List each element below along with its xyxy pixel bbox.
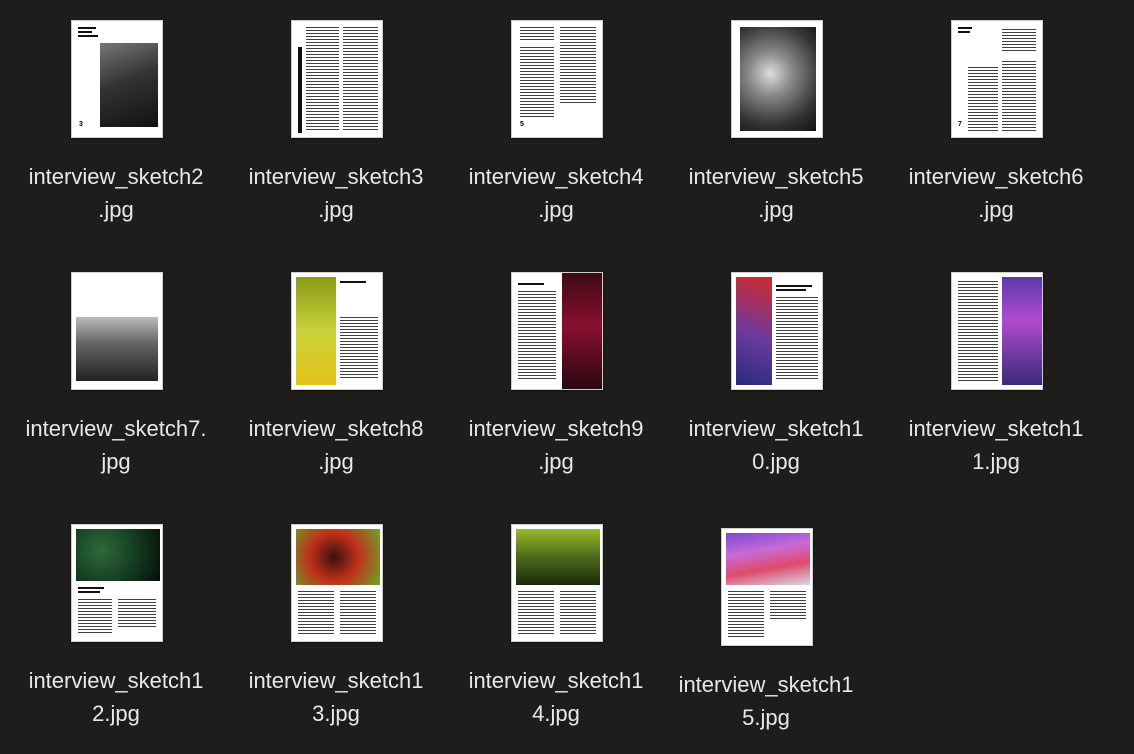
file-thumbnail[interactable]	[291, 20, 383, 138]
file-name[interactable]: interview_sketch1 3.jpg	[248, 668, 424, 726]
file-item[interactable]: 7 interview_sketch6 .jpg	[891, 20, 1101, 250]
file-item[interactable]: 3 interview_sketch2 .jpg	[11, 20, 221, 250]
file-thumbnail[interactable]	[731, 20, 823, 138]
file-name[interactable]: interview_sketch7. jpg	[25, 416, 207, 474]
file-item[interactable]: interview_sketch1 3.jpg	[231, 524, 441, 754]
file-name[interactable]: interview_sketch1 2.jpg	[28, 668, 204, 726]
file-thumbnail[interactable]	[731, 272, 823, 390]
file-name[interactable]: interview_sketch1 1.jpg	[908, 416, 1084, 474]
file-thumbnail[interactable]: 3	[71, 20, 163, 138]
file-item[interactable]: interview_sketch3 .jpg	[231, 20, 441, 250]
file-item[interactable]: interview_sketch8 .jpg	[231, 272, 441, 502]
file-thumbnail[interactable]	[511, 524, 603, 642]
file-name[interactable]: interview_sketch1 0.jpg	[688, 416, 864, 474]
file-item[interactable]: 5 interview_sketch4 .jpg	[451, 20, 661, 250]
page-number: 7	[958, 121, 962, 128]
file-item[interactable]: interview_sketch1 5.jpg	[661, 528, 871, 754]
file-thumbnail[interactable]	[511, 272, 603, 390]
file-name[interactable]: interview_sketch3 .jpg	[248, 164, 424, 222]
file-name[interactable]: interview_sketch8 .jpg	[248, 416, 424, 474]
file-thumbnail[interactable]	[71, 524, 163, 642]
file-name[interactable]: interview_sketch9 .jpg	[468, 416, 644, 474]
file-name[interactable]: interview_sketch1 5.jpg	[678, 672, 854, 730]
file-item[interactable]: interview_sketch9 .jpg	[451, 272, 661, 502]
file-item[interactable]: interview_sketch5 .jpg	[671, 20, 881, 250]
file-thumbnail[interactable]: 7	[951, 20, 1043, 138]
page-number: 3	[79, 121, 83, 128]
file-thumbnail[interactable]	[291, 524, 383, 642]
file-thumbnail[interactable]	[721, 528, 813, 646]
file-name[interactable]: interview_sketch2 .jpg	[28, 164, 204, 222]
file-thumbnail[interactable]	[71, 272, 163, 390]
file-item[interactable]: interview_sketch1 4.jpg	[451, 524, 661, 754]
file-thumbnail[interactable]	[951, 272, 1043, 390]
file-item[interactable]: interview_sketch1 0.jpg	[671, 272, 881, 502]
file-name[interactable]: interview_sketch5 .jpg	[688, 164, 864, 222]
file-thumbnail[interactable]: 5	[511, 20, 603, 138]
file-item[interactable]: interview_sketch7. jpg	[11, 272, 221, 502]
file-item[interactable]: interview_sketch1 2.jpg	[11, 524, 221, 754]
page-number: 5	[520, 121, 524, 128]
file-name[interactable]: interview_sketch1 4.jpg	[468, 668, 644, 726]
file-thumbnail[interactable]	[291, 272, 383, 390]
file-name[interactable]: interview_sketch4 .jpg	[468, 164, 644, 222]
file-name[interactable]: interview_sketch6 .jpg	[908, 164, 1084, 222]
file-item[interactable]: interview_sketch1 1.jpg	[891, 272, 1101, 502]
